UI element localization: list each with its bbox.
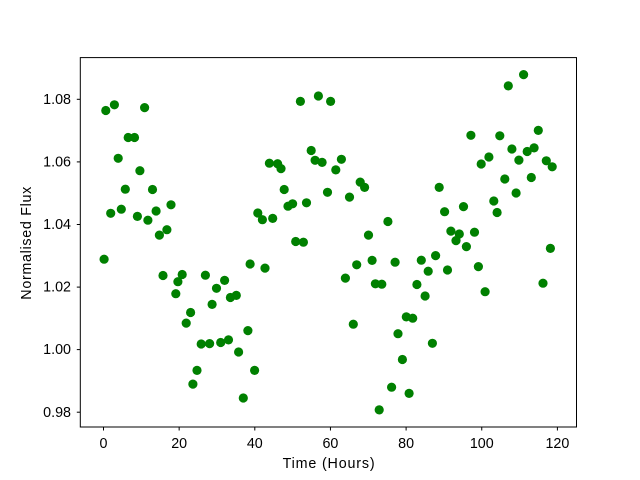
svg-text:120: 120 bbox=[545, 436, 569, 452]
svg-text:1.08: 1.08 bbox=[43, 92, 71, 108]
svg-text:0.98: 0.98 bbox=[43, 405, 71, 421]
svg-text:40: 40 bbox=[247, 436, 263, 452]
svg-text:80: 80 bbox=[398, 436, 414, 452]
svg-text:100: 100 bbox=[470, 436, 494, 452]
svg-text:1.06: 1.06 bbox=[43, 155, 71, 171]
svg-text:1.02: 1.02 bbox=[43, 280, 71, 296]
svg-text:60: 60 bbox=[322, 436, 338, 452]
svg-text:1.00: 1.00 bbox=[43, 342, 71, 358]
svg-text:20: 20 bbox=[171, 436, 187, 452]
svg-text:1.04: 1.04 bbox=[43, 217, 71, 233]
svg-text:Normalised Flux: Normalised Flux bbox=[19, 187, 35, 300]
svg-text:0: 0 bbox=[100, 436, 108, 452]
svg-text:Time (Hours): Time (Hours) bbox=[283, 456, 375, 472]
